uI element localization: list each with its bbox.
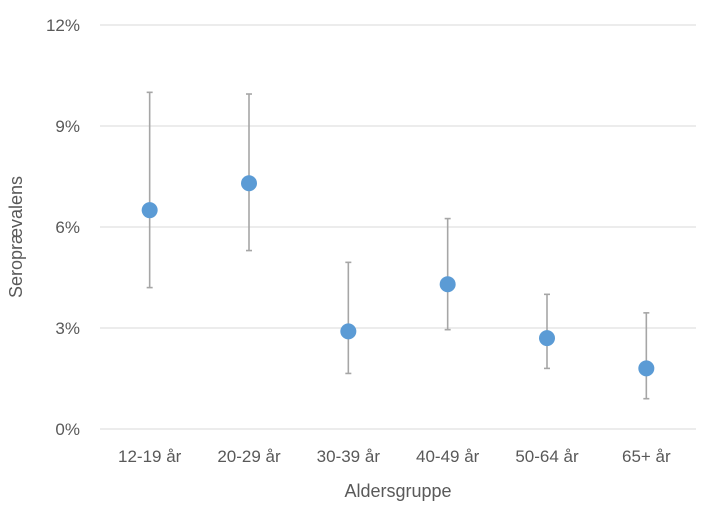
- y-axis-tick-labels: 0% 3% 6% 9% 12%: [46, 16, 80, 439]
- x-tick-label: 50-64 år: [515, 447, 579, 466]
- y-tick-label: 9%: [55, 117, 80, 136]
- y-tick-label: 3%: [55, 319, 80, 338]
- y-axis-title: Seroprævalens: [6, 176, 26, 298]
- y-tick-label: 0%: [55, 420, 80, 439]
- data-point: [340, 323, 357, 340]
- x-tick-label: 30-39 år: [317, 447, 381, 466]
- data-point: [638, 360, 655, 377]
- error-bar: [444, 217, 451, 331]
- data-point: [539, 330, 555, 347]
- error-bar: [246, 93, 252, 252]
- x-axis-tick-labels: 12-19 år 20-29 år 30-39 år 40-49 år 50-64 år…: [118, 447, 671, 466]
- data-points: [141, 175, 655, 377]
- data-point: [241, 175, 257, 192]
- error-bar: [345, 261, 352, 375]
- y-tick-label: 12%: [46, 16, 80, 35]
- x-axis-title: Aldersgruppe: [344, 481, 451, 501]
- error-bar: [643, 312, 650, 400]
- gridlines: [100, 24, 696, 430]
- data-point: [439, 276, 456, 293]
- x-tick-label: 12-19 år: [118, 447, 182, 466]
- x-tick-label: 65+ år: [622, 447, 671, 466]
- error-bars: [146, 91, 650, 400]
- error-bar: [146, 91, 153, 289]
- x-tick-label: 20-29 år: [217, 447, 281, 466]
- x-tick-label: 40-49 år: [416, 447, 480, 466]
- y-tick-label: 6%: [55, 218, 80, 237]
- data-point: [141, 202, 158, 219]
